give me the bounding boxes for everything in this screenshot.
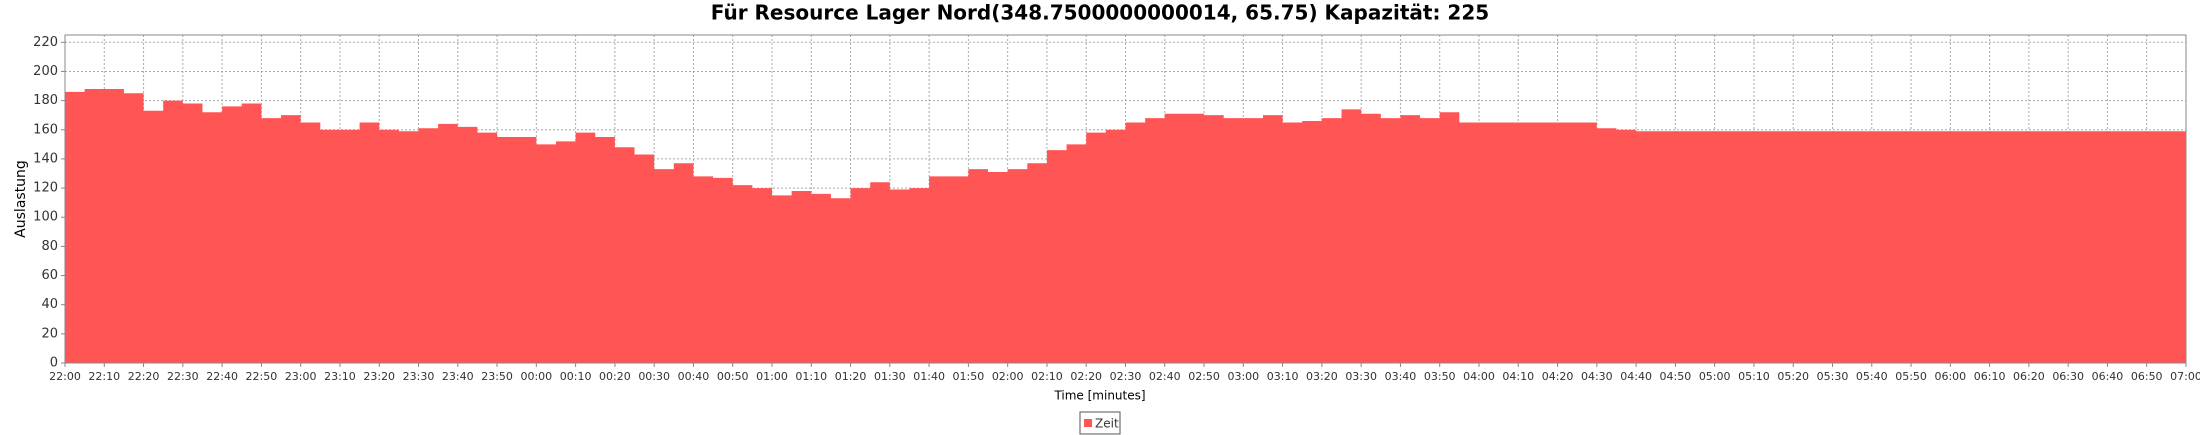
y-tick-label: 0 — [50, 356, 58, 371]
y-axis-label: Auslastung — [13, 160, 29, 238]
x-tick-label: 07:00 — [2170, 370, 2200, 383]
x-tick-label: 00:10 — [560, 370, 592, 383]
chart-title: Für Resource Lager Nord(348.750000000001… — [711, 1, 1489, 25]
x-tick-label: 04:00 — [1463, 370, 1495, 383]
legend-label: Zeit — [1095, 417, 1119, 431]
x-tick-label: 01:40 — [913, 370, 945, 383]
y-tick-label: 140 — [33, 151, 58, 166]
x-tick-label: 00:20 — [599, 370, 631, 383]
y-tick-label: 120 — [33, 181, 58, 196]
x-tick-label: 05:20 — [1777, 370, 1809, 383]
x-tick-label: 22:10 — [88, 370, 120, 383]
x-tick-label: 01:10 — [795, 370, 827, 383]
legend-swatch — [1084, 419, 1092, 427]
x-tick-label: 04:50 — [1660, 370, 1692, 383]
x-tick-label: 02:20 — [1070, 370, 1102, 383]
x-tick-label: 22:30 — [167, 370, 199, 383]
x-tick-label: 22:40 — [206, 370, 238, 383]
plot-border — [64, 34, 2187, 364]
y-tick-label: 220 — [33, 35, 58, 50]
x-tick-label: 00:30 — [638, 370, 670, 383]
x-tick-label: 00:40 — [678, 370, 710, 383]
x-tick-label: 03:20 — [1306, 370, 1338, 383]
y-tick-label: 60 — [41, 268, 58, 283]
x-tick-label: 01:30 — [874, 370, 906, 383]
x-tick-label: 02:10 — [1031, 370, 1063, 383]
y-tick-label: 80 — [41, 239, 58, 254]
x-tick-label: 06:50 — [2131, 370, 2163, 383]
y-tick-label: 20 — [41, 326, 58, 341]
x-axis-label: Time [minutes] — [1053, 389, 1145, 403]
x-tick-label: 23:30 — [403, 370, 435, 383]
x-tick-label: 06:30 — [2052, 370, 2084, 383]
legend-box — [1079, 411, 1121, 435]
x-tick-label: 04:20 — [1542, 370, 1574, 383]
x-tick-label: 03:10 — [1267, 370, 1299, 383]
x-tick-label: 22:20 — [128, 370, 160, 383]
x-tick-label: 05:30 — [1817, 370, 1849, 383]
x-tick-label: 23:10 — [324, 370, 356, 383]
x-tick-label: 23:20 — [363, 370, 395, 383]
y-tick-label: 180 — [33, 93, 58, 108]
x-tick-label: 05:40 — [1856, 370, 1888, 383]
y-tick-label: 40 — [41, 297, 58, 312]
x-tick-label: 01:50 — [953, 370, 985, 383]
x-tick-label: 00:00 — [520, 370, 552, 383]
x-tick-label: 03:40 — [1385, 370, 1417, 383]
x-tick-label: 06:00 — [1934, 370, 1966, 383]
y-tick-label: 160 — [33, 122, 58, 137]
x-tick-label: 05:50 — [1895, 370, 1927, 383]
area — [65, 88, 2186, 363]
x-tick-label: 04:40 — [1620, 370, 1652, 383]
x-tick-label: 05:10 — [1738, 370, 1770, 383]
x-tick-label: 03:50 — [1424, 370, 1456, 383]
x-tick-label: 01:20 — [835, 370, 867, 383]
x-tick-label: 02:40 — [1149, 370, 1181, 383]
x-tick-label: 02:30 — [1110, 370, 1142, 383]
x-tick-label: 03:00 — [1227, 370, 1259, 383]
x-tick-label: 22:00 — [49, 370, 81, 383]
x-tick-label: 04:10 — [1502, 370, 1534, 383]
x-tick-label: 02:00 — [992, 370, 1024, 383]
x-tick-label: 03:30 — [1345, 370, 1377, 383]
y-tick-label: 200 — [33, 64, 58, 79]
x-tick-label: 02:50 — [1188, 370, 1220, 383]
x-tick-label: 23:40 — [442, 370, 474, 383]
x-tick-label: 06:10 — [1974, 370, 2006, 383]
x-tick-label: 22:50 — [246, 370, 278, 383]
x-tick-label: 04:30 — [1581, 370, 1613, 383]
x-tick-label: 06:20 — [2013, 370, 2045, 383]
x-tick-label: 05:00 — [1699, 370, 1731, 383]
x-tick-label: 06:40 — [2092, 370, 2124, 383]
x-tick-label: 23:50 — [481, 370, 513, 383]
x-tick-label: 01:00 — [756, 370, 788, 383]
x-tick-label: 00:50 — [717, 370, 749, 383]
y-tick-label: 100 — [33, 210, 58, 225]
x-tick-label: 23:00 — [285, 370, 317, 383]
